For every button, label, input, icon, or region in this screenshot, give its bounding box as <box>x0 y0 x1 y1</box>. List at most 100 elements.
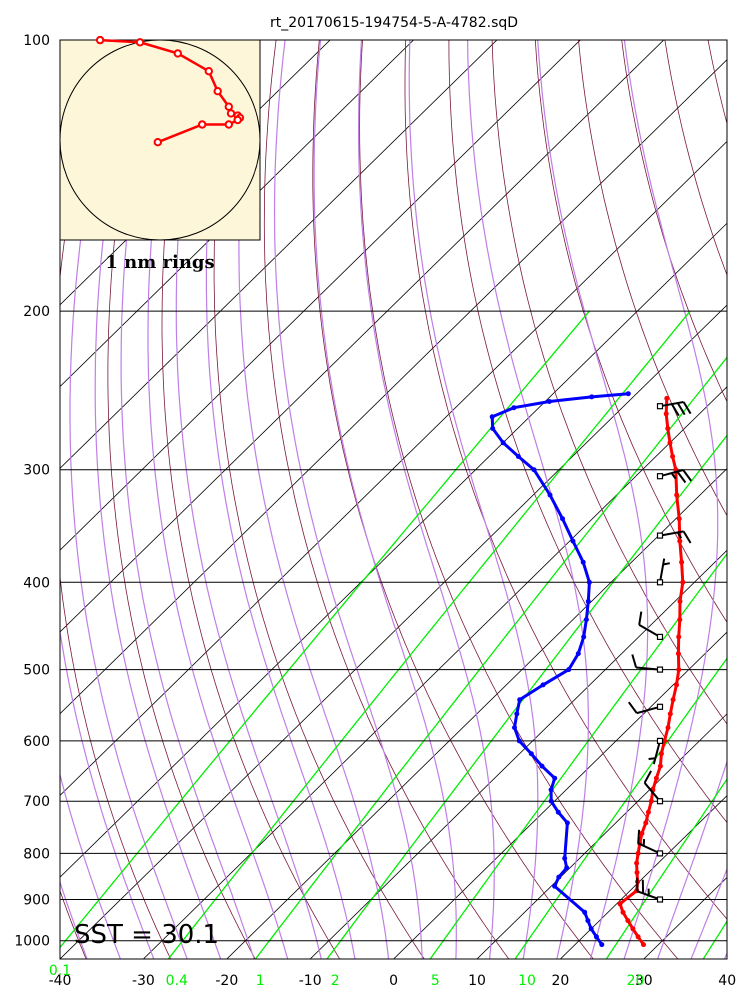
dewpoint-point <box>580 559 586 565</box>
temperature-point <box>667 440 673 446</box>
wind-barb-station <box>656 403 664 410</box>
wind-barb-staff <box>638 624 661 638</box>
wind-barb-feather <box>638 611 643 626</box>
dewpoint-point <box>586 579 592 585</box>
temperature-tick-label: 10 <box>468 973 486 989</box>
wind-barb-feather <box>670 403 680 417</box>
wind-barb <box>636 877 664 903</box>
temperature-point <box>663 411 669 417</box>
wind-barb-feather <box>682 469 693 482</box>
dewpoint-point <box>548 798 554 804</box>
temperature-point <box>676 667 682 673</box>
hodograph-inset <box>59 35 261 241</box>
dewpoint-point <box>570 538 576 544</box>
dewpoint-point <box>500 440 506 446</box>
wind-barb <box>656 401 692 417</box>
dewpoint-point <box>511 405 517 411</box>
temperature-tick-label: 20 <box>551 973 569 989</box>
hodograph-point <box>233 115 242 125</box>
wind-barb <box>656 558 670 586</box>
dewpoint-point <box>556 874 562 880</box>
dry-adiabat-line <box>621 40 727 403</box>
hodograph-point <box>224 120 234 129</box>
pressure-tick-label: 300 <box>23 463 50 479</box>
mixing-ratio-line <box>605 778 727 959</box>
mixing-ratio-tick-label: 0.1 <box>49 963 71 979</box>
dewpoint-point <box>552 775 558 781</box>
wind-barb-station <box>656 896 664 903</box>
temperature-point <box>620 909 626 915</box>
mixing-ratio-line <box>514 657 727 959</box>
dewpoint-point <box>585 918 591 924</box>
dry-adiabat-line <box>448 40 727 824</box>
temperature-point <box>680 579 686 585</box>
dewpoint-point <box>564 865 570 871</box>
wind-barb-half-feather <box>670 472 677 480</box>
temperature-tick-label: 0 <box>389 973 398 989</box>
dewpoint-point <box>540 682 546 688</box>
dewpoint-point <box>489 414 495 420</box>
wind-barb-feather <box>643 770 652 784</box>
pressure-tick-label: 100 <box>23 33 50 49</box>
wind-barb <box>656 530 692 544</box>
wind-barb-feather <box>637 829 641 844</box>
dry-adiabat-line <box>0 20 23 964</box>
wind-barb <box>637 829 664 857</box>
wind-barb-feather <box>682 401 692 415</box>
dewpoint-point <box>531 467 537 473</box>
pressure-tick-label: 400 <box>23 575 50 591</box>
dewpoint-point <box>528 751 534 757</box>
plot-frame <box>59 39 728 960</box>
isotherm-line <box>226 468 727 959</box>
temperature-point <box>679 559 685 565</box>
moist-adiabat-line <box>656 759 727 959</box>
mixing-ratio-line <box>326 434 727 959</box>
wind-barb-station <box>656 532 664 539</box>
mixing-ratio-tick-label: 1 <box>256 973 265 989</box>
isotherm-line <box>60 40 498 469</box>
dewpoint-point <box>517 697 523 703</box>
dewpoint-point <box>589 394 595 400</box>
hodograph-point <box>135 38 145 47</box>
temperature-point <box>634 870 640 875</box>
pressure-tick-label: 200 <box>23 304 50 320</box>
isotherm-line <box>60 40 415 388</box>
dewpoint-point <box>575 651 581 657</box>
temperature-tick-label: -20 <box>215 973 238 989</box>
wind-barb <box>648 737 664 765</box>
dewpoint-point <box>552 883 558 889</box>
temperature-point <box>639 830 645 836</box>
dewpoint-point <box>562 855 568 861</box>
chart-title: rt_20170615-194754-5-A-4782.sqD <box>270 15 518 31</box>
temperature-point <box>674 492 680 498</box>
temperature-point <box>670 697 676 703</box>
wind-barb-station <box>656 703 664 710</box>
temperature-point <box>665 426 671 431</box>
wind-barb <box>643 770 664 805</box>
temperature-tick-label: -10 <box>299 973 322 989</box>
pressure-tick-label: 800 <box>23 846 50 862</box>
wind-barb-station <box>656 579 664 586</box>
temperature-point <box>617 901 623 907</box>
dewpoint-point <box>490 426 496 431</box>
hodograph-point <box>213 87 222 96</box>
mixing-ratio-line <box>429 552 727 959</box>
mixing-ratio-tick-label: 0.4 <box>166 973 188 989</box>
pressure-tick-label: 900 <box>23 893 50 909</box>
hodograph-point <box>173 49 183 58</box>
isotherm-line <box>60 140 727 797</box>
temperature-point <box>648 798 654 804</box>
isotherm-line <box>60 304 727 959</box>
wind-barb-staff <box>636 666 661 671</box>
isotherm-line <box>476 713 727 959</box>
temperature-point <box>634 860 640 866</box>
dewpoint-point <box>548 787 554 793</box>
isotherm-line <box>60 59 727 715</box>
wind-barb-staff <box>637 842 661 855</box>
isotherm-line <box>393 631 727 959</box>
mixing-ratio-line <box>254 356 727 959</box>
wind-barb-station <box>656 666 664 673</box>
dewpoint-point <box>515 454 521 459</box>
dewpoint-point <box>514 711 520 717</box>
